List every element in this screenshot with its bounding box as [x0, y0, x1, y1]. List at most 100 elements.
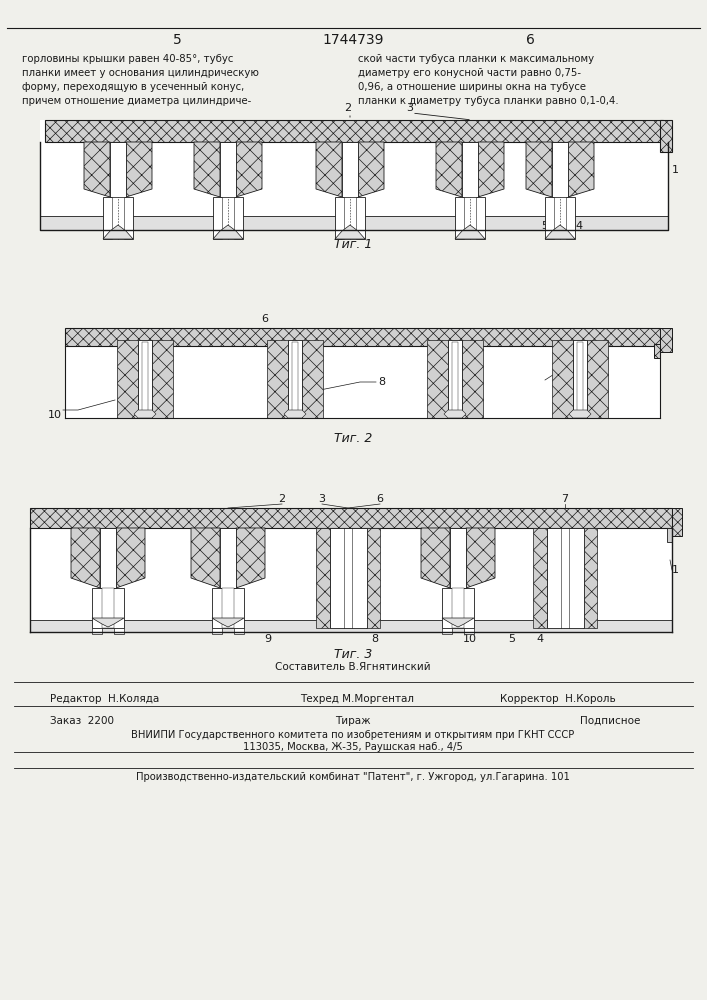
Bar: [65, 328, 660, 346]
Polygon shape: [84, 142, 110, 197]
Bar: [110, 142, 126, 197]
Bar: [573, 340, 587, 418]
Polygon shape: [116, 528, 145, 588]
Polygon shape: [444, 410, 466, 418]
Polygon shape: [335, 225, 365, 239]
Bar: [222, 588, 234, 628]
Polygon shape: [126, 142, 152, 197]
Text: 10: 10: [48, 410, 62, 420]
Text: диаметру его конусной части равно 0,75-: диаметру его конусной части равно 0,75-: [358, 68, 581, 78]
Bar: [316, 528, 330, 628]
Polygon shape: [545, 225, 575, 239]
Polygon shape: [526, 142, 552, 197]
Text: 5: 5: [541, 221, 548, 231]
Bar: [452, 342, 458, 416]
Bar: [30, 508, 672, 632]
Text: 9: 9: [264, 634, 271, 644]
Bar: [234, 628, 244, 634]
Polygon shape: [569, 410, 591, 418]
Polygon shape: [442, 618, 474, 627]
Text: Подписное: Подписное: [580, 716, 641, 726]
Bar: [654, 344, 660, 358]
Bar: [450, 528, 466, 588]
Bar: [267, 340, 288, 418]
Text: 1: 1: [672, 565, 679, 575]
Text: планки имеет у основания цилиндрическую: планки имеет у основания цилиндрическую: [22, 68, 259, 78]
Bar: [442, 588, 474, 628]
Bar: [547, 528, 584, 628]
Text: 6: 6: [262, 314, 269, 324]
Text: 4: 4: [575, 221, 582, 231]
Text: 8: 8: [378, 377, 385, 387]
Text: Тираж: Тираж: [335, 716, 370, 726]
Text: ской части тубуса планки к максимальному: ской части тубуса планки к максимальному: [358, 54, 594, 64]
Polygon shape: [191, 528, 220, 588]
Bar: [552, 142, 568, 197]
Bar: [152, 340, 173, 418]
Bar: [344, 197, 356, 239]
Text: 113035, Москва, Ж-35, Раушская наб., 4/5: 113035, Москва, Ж-35, Раушская наб., 4/5: [243, 742, 463, 752]
Text: причем отношение диаметра цилиндриче-: причем отношение диаметра цилиндриче-: [22, 96, 251, 106]
Bar: [103, 197, 133, 239]
Text: 1744739: 1744739: [322, 33, 384, 47]
Bar: [142, 342, 148, 416]
Bar: [335, 197, 365, 239]
Text: 2: 2: [344, 103, 351, 113]
Text: 7: 7: [561, 494, 568, 504]
Bar: [366, 528, 380, 628]
Bar: [40, 120, 668, 230]
Bar: [92, 628, 102, 634]
Bar: [464, 197, 476, 239]
Bar: [220, 142, 236, 197]
Bar: [222, 197, 234, 239]
Bar: [448, 340, 462, 418]
Text: 7: 7: [580, 359, 587, 369]
Polygon shape: [284, 410, 306, 418]
Text: Τиг. 3: Τиг. 3: [334, 648, 372, 661]
Text: 0,96, а отношение ширины окна на тубусе: 0,96, а отношение ширины окна на тубусе: [358, 82, 586, 92]
Bar: [342, 142, 358, 197]
Bar: [30, 508, 672, 528]
Bar: [452, 588, 464, 628]
Text: 3: 3: [318, 494, 325, 504]
Text: ВНИИПИ Государственного комитета по изобретениям и открытиям при ГКНТ СССР: ВНИИПИ Государственного комитета по изоб…: [132, 730, 575, 740]
Polygon shape: [466, 528, 495, 588]
Bar: [583, 528, 597, 628]
Text: Производственно-издательский комбинат "Патент", г. Ужгород, ул.Гагарина. 101: Производственно-издательский комбинат "П…: [136, 772, 570, 782]
Bar: [100, 528, 116, 588]
Polygon shape: [358, 142, 384, 197]
Text: Техред М.Моргентал: Техред М.Моргентал: [300, 694, 414, 704]
Polygon shape: [455, 225, 485, 239]
Bar: [292, 342, 298, 416]
Bar: [455, 197, 485, 239]
Bar: [462, 340, 483, 418]
Polygon shape: [421, 528, 450, 588]
Bar: [45, 120, 663, 142]
Text: Τиг. 2: Τиг. 2: [334, 432, 372, 445]
Bar: [40, 216, 668, 230]
Text: 2: 2: [279, 494, 286, 504]
Bar: [554, 197, 566, 239]
Bar: [288, 340, 302, 418]
Bar: [427, 340, 448, 418]
Polygon shape: [436, 142, 462, 197]
Text: Τиг. 1: Τиг. 1: [334, 238, 372, 251]
Bar: [442, 628, 452, 634]
Polygon shape: [568, 142, 594, 197]
Text: 9: 9: [295, 383, 302, 393]
Polygon shape: [316, 142, 342, 197]
Text: 5: 5: [508, 634, 515, 644]
Bar: [660, 120, 672, 152]
Polygon shape: [134, 410, 156, 418]
Text: Корректор  Н.Король: Корректор Н.Король: [500, 694, 616, 704]
Text: Заказ  2200: Заказ 2200: [50, 716, 114, 726]
Text: 8: 8: [371, 634, 378, 644]
Polygon shape: [194, 142, 220, 197]
Bar: [330, 528, 367, 628]
Polygon shape: [92, 618, 124, 627]
Bar: [577, 342, 583, 416]
Polygon shape: [212, 618, 244, 627]
Polygon shape: [103, 225, 133, 239]
Text: 4: 4: [537, 634, 544, 644]
Bar: [112, 197, 124, 239]
